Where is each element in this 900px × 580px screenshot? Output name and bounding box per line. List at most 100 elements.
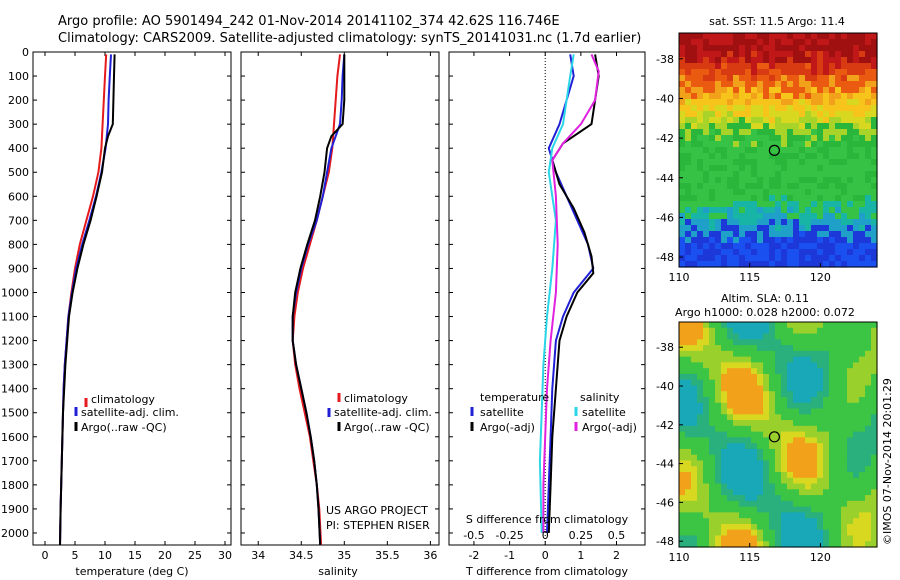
map-cell	[817, 500, 824, 508]
map-cell	[745, 69, 752, 76]
map-cell	[865, 159, 872, 166]
map-cell	[811, 147, 818, 154]
map-cell	[685, 333, 692, 340]
map-cell	[781, 472, 788, 479]
map-cell	[727, 495, 734, 502]
map-cell	[781, 213, 788, 220]
map-cell	[703, 213, 710, 220]
map-cell	[751, 111, 758, 118]
map-cell	[871, 207, 878, 214]
map-cell	[823, 466, 830, 473]
map-cell	[739, 541, 746, 548]
map-cell	[727, 87, 734, 94]
map-cell	[679, 333, 686, 340]
map-cell	[823, 523, 830, 531]
map-cell	[805, 93, 812, 100]
map-cell	[727, 201, 734, 208]
map-cell	[715, 195, 722, 202]
map-cell	[829, 219, 836, 226]
map-cell	[799, 425, 806, 433]
map-cell	[859, 189, 866, 196]
map-cell	[811, 105, 818, 112]
map-cell	[727, 454, 734, 462]
map-cell	[703, 69, 710, 76]
map-cell	[793, 500, 800, 508]
map-cell	[853, 333, 860, 340]
map-cell	[721, 339, 728, 346]
map-cell	[739, 379, 746, 387]
map-cell	[751, 420, 758, 427]
map-cell	[769, 466, 776, 473]
map-cell	[751, 466, 758, 473]
map-cell	[769, 362, 776, 369]
map-cell	[757, 81, 764, 88]
map-cell	[805, 135, 812, 142]
map-cell	[691, 541, 698, 548]
map-cell	[823, 69, 830, 76]
map-y-tick-label: -40	[656, 92, 674, 105]
map-cell	[835, 391, 842, 398]
map-cell	[853, 195, 860, 202]
map-cell	[709, 93, 716, 100]
map-cell	[853, 368, 860, 375]
map-cell	[751, 350, 758, 358]
map-cell	[727, 466, 734, 473]
map-cell	[835, 147, 842, 154]
map-cell	[799, 350, 806, 358]
map-cell	[853, 339, 860, 346]
map-cell	[805, 141, 812, 148]
map-cell	[727, 93, 734, 100]
map-cell	[775, 339, 782, 346]
map-cell	[763, 431, 770, 438]
map-cell	[733, 141, 740, 148]
map-cell	[859, 81, 866, 88]
map-cell	[769, 195, 776, 202]
map-cell	[811, 402, 818, 410]
map-cell	[811, 431, 818, 438]
map-x-tick-label: 110	[669, 271, 690, 284]
map-cell	[823, 243, 830, 250]
map-cell	[679, 391, 686, 398]
map-cell	[781, 111, 788, 118]
map-cell	[787, 356, 794, 363]
map-cell	[799, 123, 806, 130]
map-cell	[709, 153, 716, 160]
map-cell	[739, 322, 746, 329]
map-cell	[835, 201, 842, 208]
map-cell	[739, 414, 746, 421]
map-cell	[763, 500, 770, 508]
map-cell	[865, 356, 872, 363]
map-cell	[721, 379, 728, 387]
map-cell	[865, 165, 872, 172]
map-cell	[691, 535, 698, 542]
map-cell	[811, 489, 818, 496]
map-cell	[697, 159, 704, 166]
map-cell	[757, 207, 764, 214]
map-cell	[739, 362, 746, 369]
map-cell	[781, 391, 788, 398]
map-cell	[697, 506, 704, 513]
map-cell	[793, 414, 800, 421]
map-cell	[853, 135, 860, 142]
map-cell	[799, 117, 806, 124]
map-cell	[697, 339, 704, 346]
map-cell	[709, 425, 716, 433]
map-cell	[859, 373, 866, 381]
map-cell	[853, 57, 860, 64]
series-line-argo-raw-qc-	[291, 54, 346, 546]
map-cell	[865, 420, 872, 427]
map-cell	[733, 165, 740, 172]
map-cell	[721, 373, 728, 381]
map-cell	[745, 33, 752, 40]
map-cell	[679, 385, 686, 392]
map-cell	[787, 33, 794, 40]
map-cell	[685, 500, 692, 508]
map-cell	[829, 391, 836, 398]
map-cell	[781, 237, 788, 244]
map-cell	[811, 111, 818, 118]
map-cell	[739, 93, 746, 100]
map-cell	[823, 231, 830, 238]
map-cell	[733, 123, 740, 130]
map-cell	[781, 350, 788, 358]
map-cell	[829, 339, 836, 346]
